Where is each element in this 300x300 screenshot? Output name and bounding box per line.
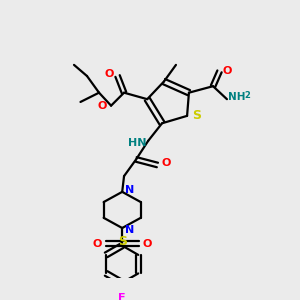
- Text: O: O: [92, 239, 102, 249]
- Text: NH: NH: [228, 92, 246, 102]
- Text: HN: HN: [128, 138, 146, 148]
- Text: O: O: [97, 101, 106, 111]
- Text: O: O: [142, 239, 152, 249]
- Text: F: F: [118, 293, 126, 300]
- Text: S: S: [192, 110, 201, 122]
- Text: 2: 2: [244, 91, 250, 100]
- Text: S: S: [118, 236, 127, 248]
- Text: O: O: [161, 158, 170, 168]
- Text: O: O: [222, 66, 232, 76]
- Text: O: O: [104, 69, 114, 79]
- Text: N: N: [125, 185, 134, 195]
- Text: N: N: [125, 225, 134, 235]
